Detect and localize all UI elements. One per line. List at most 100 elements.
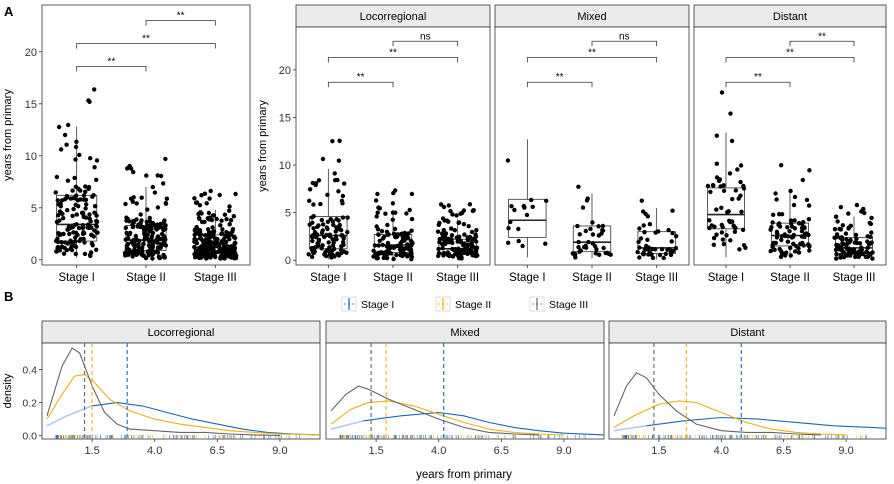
data-point — [344, 250, 349, 255]
density-y-tick-label: 0.2 — [22, 398, 37, 410]
data-point — [796, 250, 802, 255]
data-point — [674, 234, 679, 239]
data-point — [61, 216, 66, 221]
data-point — [452, 246, 458, 252]
data-point — [520, 243, 525, 249]
data-point — [231, 246, 236, 251]
data-point — [332, 171, 337, 176]
data-point — [798, 241, 803, 247]
data-point — [335, 177, 340, 183]
data-point — [448, 208, 453, 214]
significance-bracket — [76, 65, 147, 72]
data-point — [785, 225, 790, 230]
data-point — [316, 223, 321, 228]
density-x-tick-label: 1.5 — [651, 445, 666, 457]
data-point — [228, 218, 234, 223]
x-tick-label: Stage III — [833, 272, 876, 284]
y-axis-label-overall: years from primary — [2, 89, 14, 181]
data-point — [446, 203, 451, 208]
data-point — [141, 241, 146, 246]
data-point — [329, 255, 334, 260]
significance-bracket — [145, 20, 216, 26]
data-point — [152, 190, 158, 195]
data-point — [576, 239, 581, 245]
data-point — [398, 252, 404, 258]
data-point — [792, 218, 797, 223]
data-point — [524, 212, 530, 218]
data-point — [127, 163, 132, 169]
data-point — [74, 139, 79, 144]
data-point — [860, 251, 866, 257]
data-point — [469, 229, 475, 235]
density-curve-stage-2 — [46, 373, 321, 436]
density-curve-stage-3 — [613, 372, 822, 436]
data-point — [461, 222, 467, 227]
significance-bracket — [327, 57, 459, 63]
data-point — [94, 218, 99, 224]
data-point — [788, 188, 793, 194]
data-point — [150, 184, 155, 190]
data-point — [726, 209, 731, 214]
data-point — [133, 233, 138, 239]
data-point — [714, 133, 719, 138]
data-point — [63, 240, 68, 245]
data-point — [865, 245, 870, 251]
data-point — [160, 242, 166, 247]
data-point — [231, 214, 236, 219]
data-point — [375, 191, 380, 197]
data-point — [324, 225, 330, 230]
data-point — [310, 238, 315, 244]
data-point — [856, 253, 862, 258]
y-tick-label-overall: 5 — [31, 203, 37, 215]
x-tick-label: Stage III — [436, 272, 479, 284]
density-x-tick-label: 9.0 — [272, 445, 287, 457]
data-point — [467, 234, 473, 240]
data-point — [577, 249, 582, 254]
data-point — [330, 237, 335, 242]
data-point — [718, 184, 723, 189]
significance-label: ** — [588, 47, 596, 58]
data-point — [647, 222, 653, 227]
data-point — [712, 224, 717, 229]
data-point — [585, 196, 590, 201]
data-point — [327, 250, 333, 256]
data-point — [653, 230, 658, 235]
data-point — [847, 240, 852, 245]
data-point — [600, 227, 605, 233]
data-point — [870, 250, 875, 255]
data-point — [383, 211, 388, 216]
data-point — [788, 245, 793, 251]
data-point — [372, 243, 378, 248]
density-curve-stage-1-light — [613, 425, 647, 432]
data-point — [590, 241, 596, 246]
data-point — [87, 216, 92, 221]
data-point — [777, 246, 782, 252]
data-point — [788, 253, 793, 258]
data-point — [657, 252, 663, 258]
data-point — [784, 250, 789, 255]
data-point — [340, 193, 346, 199]
data-point — [384, 244, 390, 249]
data-point — [637, 226, 642, 231]
density-frame — [41, 342, 321, 440]
data-point — [82, 251, 88, 257]
data-point — [207, 196, 212, 201]
data-point — [834, 256, 839, 261]
data-point — [193, 200, 199, 205]
data-point — [804, 197, 810, 203]
data-point — [844, 253, 850, 258]
data-point — [740, 227, 746, 232]
data-point — [661, 255, 666, 261]
data-point — [390, 217, 395, 222]
data-point — [834, 242, 839, 248]
data-point — [210, 245, 215, 251]
density-strip-label: Mixed — [450, 327, 479, 339]
data-point — [779, 251, 785, 256]
data-point — [340, 201, 345, 206]
data-point — [727, 171, 733, 176]
data-point — [449, 226, 454, 231]
data-point — [58, 204, 63, 209]
data-point — [474, 239, 479, 244]
panel-a: A 0 5 10 15 20 years from primary Stage I Stage … — [2, 4, 887, 284]
data-point — [90, 243, 95, 248]
